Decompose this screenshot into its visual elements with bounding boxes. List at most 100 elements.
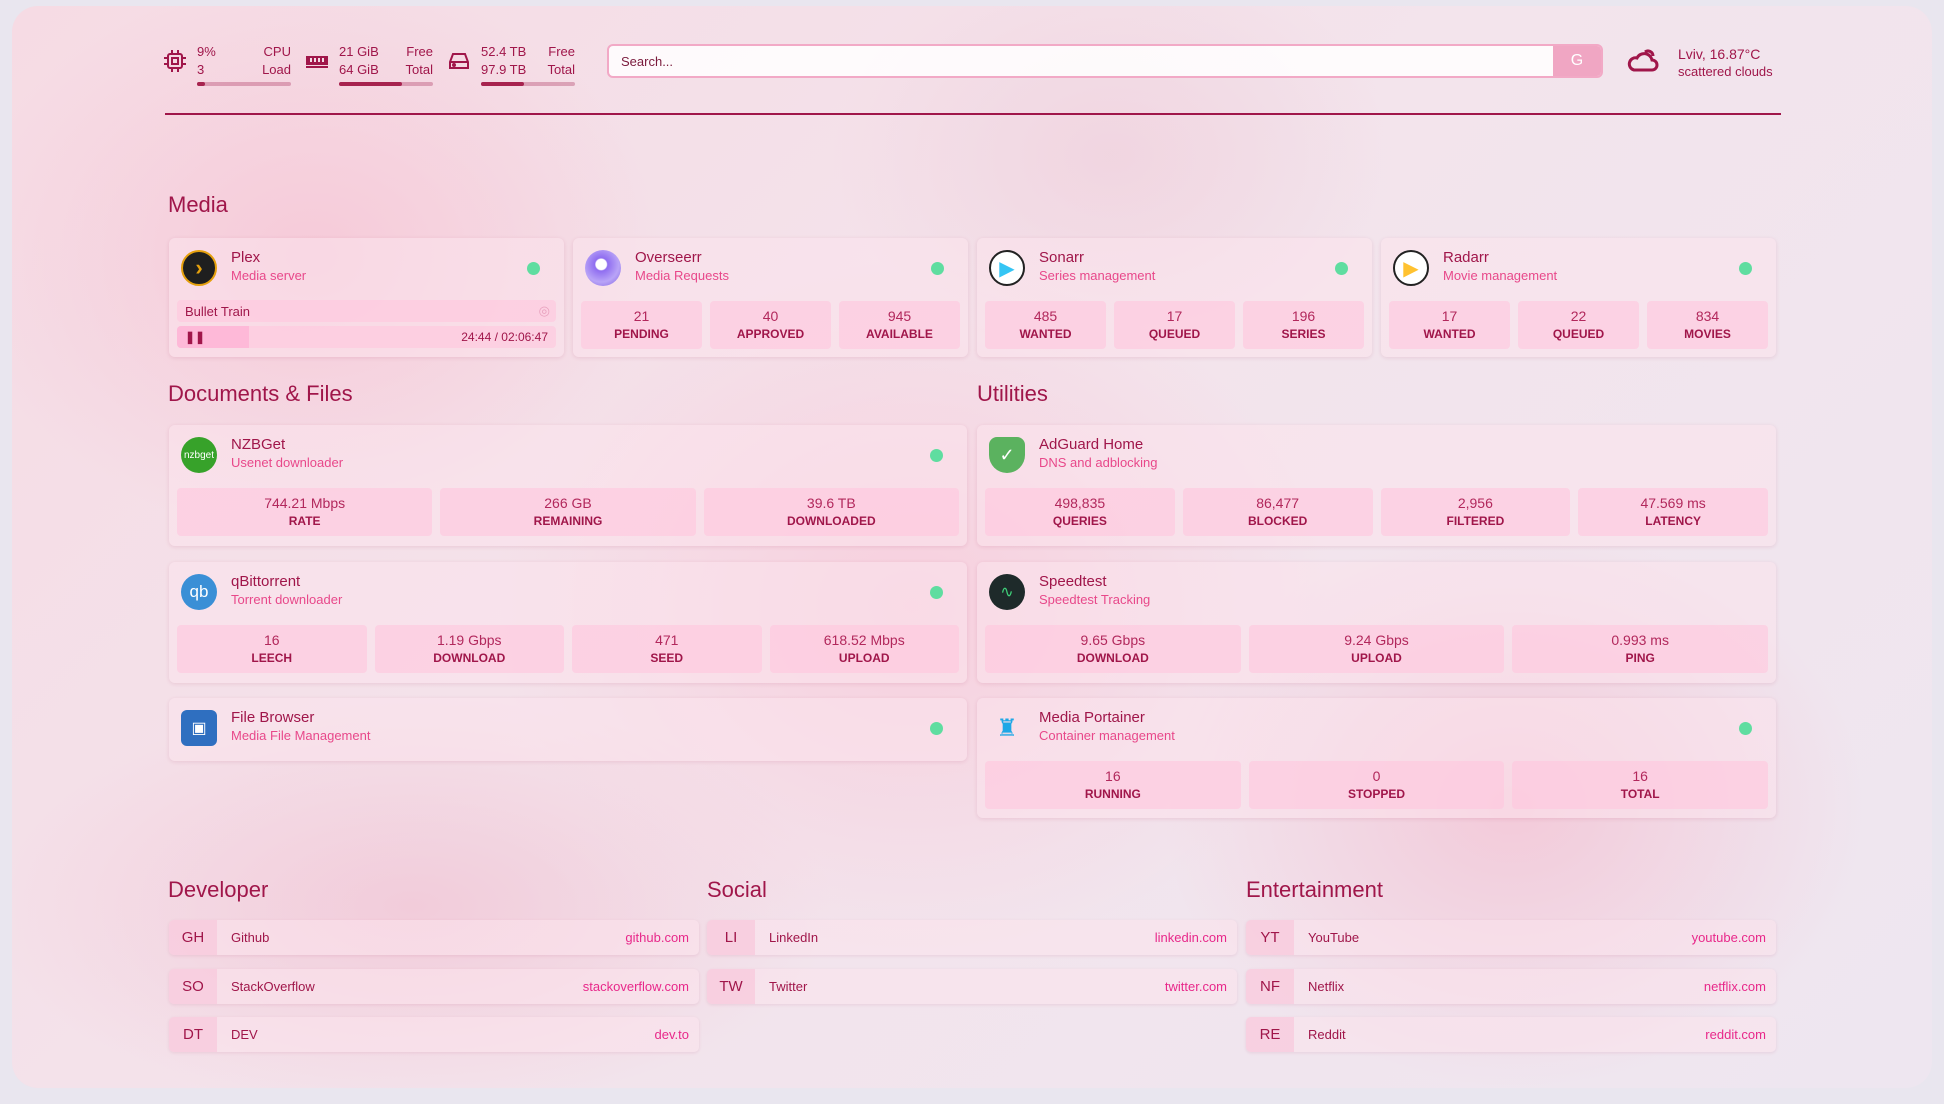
status-dot xyxy=(1739,722,1752,735)
bookmark-youtube[interactable]: YT YouTube youtube.com xyxy=(1246,920,1776,955)
bookmark-abbr: TW xyxy=(707,968,755,1004)
free-label: Free xyxy=(548,44,575,59)
now-playing-title: Bullet Train xyxy=(185,303,251,319)
stat-value: 834 xyxy=(1695,308,1720,324)
stat-value: 22 xyxy=(1570,308,1587,324)
stat-rate: 744.21 Mbps RATE xyxy=(177,488,433,536)
bookmark-url: youtube.com xyxy=(1691,930,1766,945)
bookmark-linkedin[interactable]: LI LinkedIn linkedin.com xyxy=(707,920,1237,955)
bookmark-url: reddit.com xyxy=(1705,1027,1766,1042)
portainer-logo-icon: ♜ xyxy=(996,714,1018,742)
service-desc: Usenet downloader xyxy=(231,455,344,470)
stat-label: QUERIES xyxy=(1052,514,1107,528)
stat-value: 9.65 Gbps xyxy=(1080,632,1146,648)
stat-value: 17 xyxy=(1166,308,1183,324)
bookmark-reddit[interactable]: RE Reddit reddit.com xyxy=(1246,1017,1776,1052)
bookmark-url: twitter.com xyxy=(1164,978,1227,994)
service-name: Speedtest xyxy=(1039,573,1107,590)
dashboard xyxy=(12,6,1932,1088)
stat-label: WANTED xyxy=(1019,327,1072,341)
stat-upload: 9.24 Gbps UPLOAD xyxy=(1248,625,1505,673)
service-desc: Container management xyxy=(1039,728,1175,743)
total-label: Total xyxy=(547,62,575,77)
bookmark-dev[interactable]: DT DEV dev.to xyxy=(169,1017,699,1052)
stat-download: 1.19 Gbps DOWNLOAD xyxy=(374,625,564,673)
service-card-qbittorrent[interactable]: qb qBittorrent Torrent downloader 16 LEECH 1.… xyxy=(169,562,967,683)
memory-widget: 21 GiB Free 64 GiB Total xyxy=(305,43,433,86)
stat-label: RUNNING xyxy=(1084,787,1141,801)
bookmark-abbr: DT xyxy=(169,1017,217,1052)
stat-blocked: 86,477 BLOCKED xyxy=(1182,488,1373,536)
stat-stopped: 0 STOPPED xyxy=(1248,761,1505,809)
service-card-media-portainer[interactable]: ♜ Media Portainer Container management 16 RU… xyxy=(977,698,1776,818)
stat-value: 0 xyxy=(1372,768,1381,784)
stat-queued: 17 QUEUED xyxy=(1114,301,1235,349)
stat-value: 945 xyxy=(887,308,912,324)
stat-label: TOTAL xyxy=(1620,787,1660,801)
stat-approved: 40 APPROVED xyxy=(710,301,831,349)
stat-value: 0.993 ms xyxy=(1611,632,1669,648)
service-name: File Browser xyxy=(231,709,315,726)
stat-value: 39.6 TB xyxy=(806,495,856,511)
section-title-media: Media xyxy=(168,192,228,217)
bookmark-name: DEV xyxy=(231,1027,258,1042)
weather-condition: scattered clouds xyxy=(1678,64,1773,79)
stat-available: 945 AVAILABLE xyxy=(839,301,960,349)
memory-total: 64 GiB xyxy=(339,62,379,77)
stat-downloaded: 39.6 TB DOWNLOADED xyxy=(703,488,959,536)
playback-bar: ❚❚ 24:44 / 02:06:47 xyxy=(177,326,556,348)
service-card-sonarr[interactable]: ▶ Sonarr Series management 485 WANTED 17 QUEUE… xyxy=(977,238,1372,357)
service-card-nzbget[interactable]: nzbget NZBGet Usenet downloader 744.21 Mbps… xyxy=(169,425,967,546)
weather-location: Lviv, 16.87°C xyxy=(1678,46,1761,62)
service-desc: Media File Management xyxy=(231,728,371,743)
service-card-adguard-home[interactable]: ✓ AdGuard Home DNS and adblocking 498,835 QU… xyxy=(977,425,1776,546)
stat-pending: 21 PENDING xyxy=(581,301,702,349)
service-name: Sonarr xyxy=(1039,249,1085,266)
stream-icon: ◎ xyxy=(538,303,550,318)
search-provider-button[interactable]: G xyxy=(1553,46,1601,76)
bookmark-name: Twitter xyxy=(769,978,808,994)
service-name: Overseerr xyxy=(635,249,702,266)
stat-filtered: 2,956 FILTERED xyxy=(1380,488,1571,536)
service-desc: DNS and adblocking xyxy=(1039,455,1158,470)
bookmark-name: Netflix xyxy=(1308,978,1345,994)
bookmark-abbr: RE xyxy=(1246,1017,1294,1052)
service-card-speedtest[interactable]: ∿ Speedtest Speedtest Tracking 9.65 Gbps DOW… xyxy=(977,562,1776,683)
service-name: AdGuard Home xyxy=(1039,436,1144,453)
status-dot xyxy=(527,262,540,275)
stat-wanted: 485 WANTED xyxy=(985,301,1106,349)
section-title-utilities: Utilities xyxy=(977,381,1048,406)
bookmark-netflix[interactable]: NF Netflix netflix.com xyxy=(1246,968,1776,1004)
bookmark-url: dev.to xyxy=(654,1027,689,1042)
stat-label: RATE xyxy=(288,514,321,528)
stat-label: MOVIES xyxy=(1684,327,1731,341)
bookmark-twitter[interactable]: TW Twitter twitter.com xyxy=(707,968,1237,1004)
service-desc: Media Requests xyxy=(635,268,729,283)
service-desc: Speedtest Tracking xyxy=(1039,592,1151,607)
now-playing: Bullet Train ◎ xyxy=(177,300,556,322)
stat-label: QUEUED xyxy=(1148,327,1201,341)
section-title-entertainment: Entertainment xyxy=(1246,877,1383,902)
service-card-radarr[interactable]: ▶ Radarr Movie management 17 WANTED 22 QUEUED 8… xyxy=(1381,238,1776,357)
bookmark-github[interactable]: GH Github github.com xyxy=(169,920,699,955)
service-card-overseerr[interactable]: Overseerr Media Requests 21 PENDING 40 APPROV… xyxy=(573,238,968,357)
service-name: NZBGet xyxy=(231,436,286,453)
cpu-load: 3 xyxy=(197,62,205,77)
status-dot xyxy=(1335,262,1348,275)
pause-icon[interactable]: ❚❚ xyxy=(185,330,206,344)
plex-logo-icon: › xyxy=(181,250,217,286)
stat-label: PENDING xyxy=(614,327,669,341)
adguard-logo-icon: ✓ xyxy=(989,437,1025,473)
bookmark-stackoverflow[interactable]: SO StackOverflow stackoverflow.com xyxy=(169,968,699,1004)
bookmark-abbr: GH xyxy=(169,920,217,955)
service-name: Media Portainer xyxy=(1039,709,1145,726)
service-name: qBittorrent xyxy=(231,573,301,590)
service-card-file-browser[interactable]: ▣ File Browser Media File Management xyxy=(169,698,967,761)
stat-value: 86,477 xyxy=(1256,495,1300,511)
service-card-plex[interactable]: › Plex Media server Bullet Train ◎ ❚❚ 24:44 … xyxy=(169,238,564,357)
status-dot xyxy=(930,449,943,462)
stat-label: LATENCY xyxy=(1645,514,1702,528)
search-input[interactable] xyxy=(609,46,1553,76)
total-label: Total xyxy=(405,62,433,77)
nzbget-logo-icon: nzbget xyxy=(181,437,217,473)
